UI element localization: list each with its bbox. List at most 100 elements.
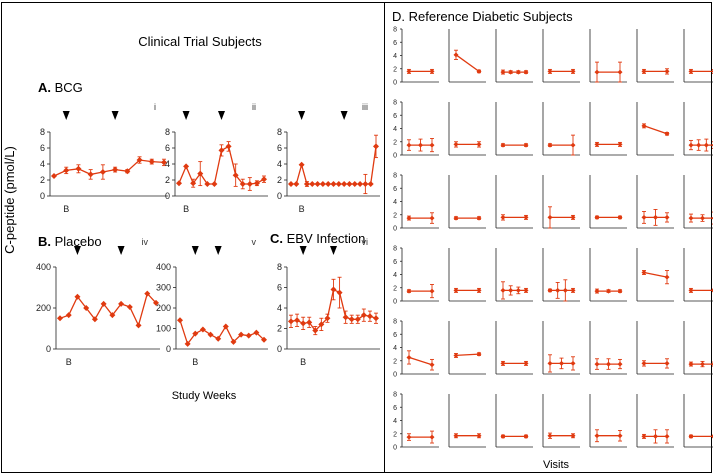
data-point xyxy=(153,299,159,306)
y-tick-label-ref: 2 xyxy=(393,139,397,146)
y-tick-label-ref: 0 xyxy=(393,372,397,379)
y-tick-label-ref: 8 xyxy=(393,100,397,107)
data-point xyxy=(330,286,337,293)
ref-data-point xyxy=(508,287,514,293)
section-c-name: EBV Infection xyxy=(283,231,365,246)
ref-data-point xyxy=(700,361,705,367)
injection-marker-icon xyxy=(218,111,225,120)
ref-subject-panel xyxy=(448,29,486,83)
ref-data-point xyxy=(429,68,435,74)
panel-number-iv: iv xyxy=(142,237,149,247)
data-point xyxy=(192,330,199,337)
data-point xyxy=(253,329,260,336)
data-point xyxy=(246,181,253,187)
data-point xyxy=(75,165,82,172)
y-tick-label-vi: 6 xyxy=(277,283,282,293)
chart-vi: 0 2 4 6 8 vi B xyxy=(277,237,380,367)
ref-data-point xyxy=(570,214,576,220)
data-point xyxy=(124,168,131,175)
data-point xyxy=(294,317,301,324)
ref-subject-panel xyxy=(589,248,627,302)
y-tick-label-v: 300 xyxy=(156,283,171,293)
left-panel-title: Clinical Trial Subjects xyxy=(138,34,262,49)
ref-subject-panel xyxy=(448,175,486,229)
ref-subject-panel xyxy=(636,321,674,375)
data-point xyxy=(190,180,197,187)
ref-subject-panel xyxy=(636,175,674,229)
injection-marker-icon xyxy=(182,111,190,120)
charts-layer: 02468iB02468iiB02468iiiB0200400ivB010020… xyxy=(36,27,713,452)
ref-subject-panel xyxy=(400,28,439,83)
y-tick-label-i: 6 xyxy=(40,143,45,153)
section-a-name: BCG xyxy=(51,80,83,95)
baseline-label: B xyxy=(66,357,72,367)
ref-subject-panel xyxy=(400,393,439,448)
data-point xyxy=(318,321,325,328)
ref-subject-panel xyxy=(636,102,674,156)
y-tick-label-ref: 6 xyxy=(393,405,397,412)
section-c-label: C. EBV Infection xyxy=(270,231,365,246)
data-point xyxy=(51,173,57,179)
ref-data-point xyxy=(406,68,412,74)
data-point xyxy=(112,166,119,173)
ref-subject-panel xyxy=(400,101,439,156)
ref-data-point xyxy=(500,142,506,148)
left-x-axis-label: Study Weeks xyxy=(172,390,237,402)
ref-subject-panel xyxy=(589,321,627,375)
ref-subject-panel xyxy=(542,175,580,229)
data-point xyxy=(135,322,142,329)
panel-number-ii: ii xyxy=(252,102,256,112)
chart-reference-grid: 0 2 4 6 8 0 2 4 6 8 0 2 4 6 8 0 2 4 6 8 0 2 4 6 8 0 2 4 6 8 xyxy=(393,27,713,452)
ref-data-point xyxy=(500,360,506,366)
data-point xyxy=(176,180,182,187)
y-tick-label-ii: 4 xyxy=(165,159,170,169)
data-point xyxy=(239,181,246,187)
ref-data-point xyxy=(500,433,506,439)
ref-data-point xyxy=(617,69,623,75)
data-point xyxy=(211,181,218,187)
series-line-v xyxy=(179,320,265,346)
ref-data-point xyxy=(688,215,694,221)
ref-subject-panel xyxy=(448,321,486,375)
y-tick-label-ref: 0 xyxy=(393,153,397,160)
ref-series-line xyxy=(455,353,480,357)
y-tick-label-iv: 200 xyxy=(36,303,51,313)
y-tick-label-vi: 8 xyxy=(277,262,282,272)
data-point xyxy=(57,315,63,322)
ref-data-point xyxy=(594,361,600,367)
y-tick-label-ref: 4 xyxy=(393,418,397,425)
ref-data-point xyxy=(515,69,521,75)
data-point xyxy=(199,326,206,333)
data-point xyxy=(357,181,364,187)
data-point xyxy=(74,293,81,300)
data-point xyxy=(245,332,252,339)
ref-data-point xyxy=(570,287,576,293)
data-point xyxy=(83,305,90,311)
y-axis-label: C-peptide (pmol/L) xyxy=(2,146,17,254)
ref-data-point xyxy=(453,52,459,58)
ref-subject-panel xyxy=(589,175,627,229)
ref-subject-panel xyxy=(495,321,533,375)
ref-data-point xyxy=(700,215,705,221)
baseline-label: B xyxy=(183,204,189,214)
ref-subject-panel xyxy=(400,247,439,302)
ref-subject-panel xyxy=(495,102,533,156)
data-point xyxy=(288,181,294,187)
ref-data-point xyxy=(664,214,670,220)
data-point xyxy=(373,143,379,150)
data-point xyxy=(351,181,358,187)
y-tick-label-ref: 2 xyxy=(393,358,397,365)
y-tick-label-ref: 6 xyxy=(393,259,397,266)
data-point xyxy=(215,335,222,342)
data-point xyxy=(87,171,94,178)
ref-data-point xyxy=(523,287,529,293)
ref-series-line xyxy=(643,271,668,278)
chart-v: 0 100 200 300 400 v B xyxy=(156,237,268,367)
ref-data-point xyxy=(508,69,514,75)
section-b-name: Placebo xyxy=(51,234,102,249)
ref-data-point xyxy=(429,288,435,294)
y-tick-label-v: 400 xyxy=(156,262,171,272)
section-a-letter: A. xyxy=(38,80,51,95)
data-point xyxy=(100,300,107,307)
